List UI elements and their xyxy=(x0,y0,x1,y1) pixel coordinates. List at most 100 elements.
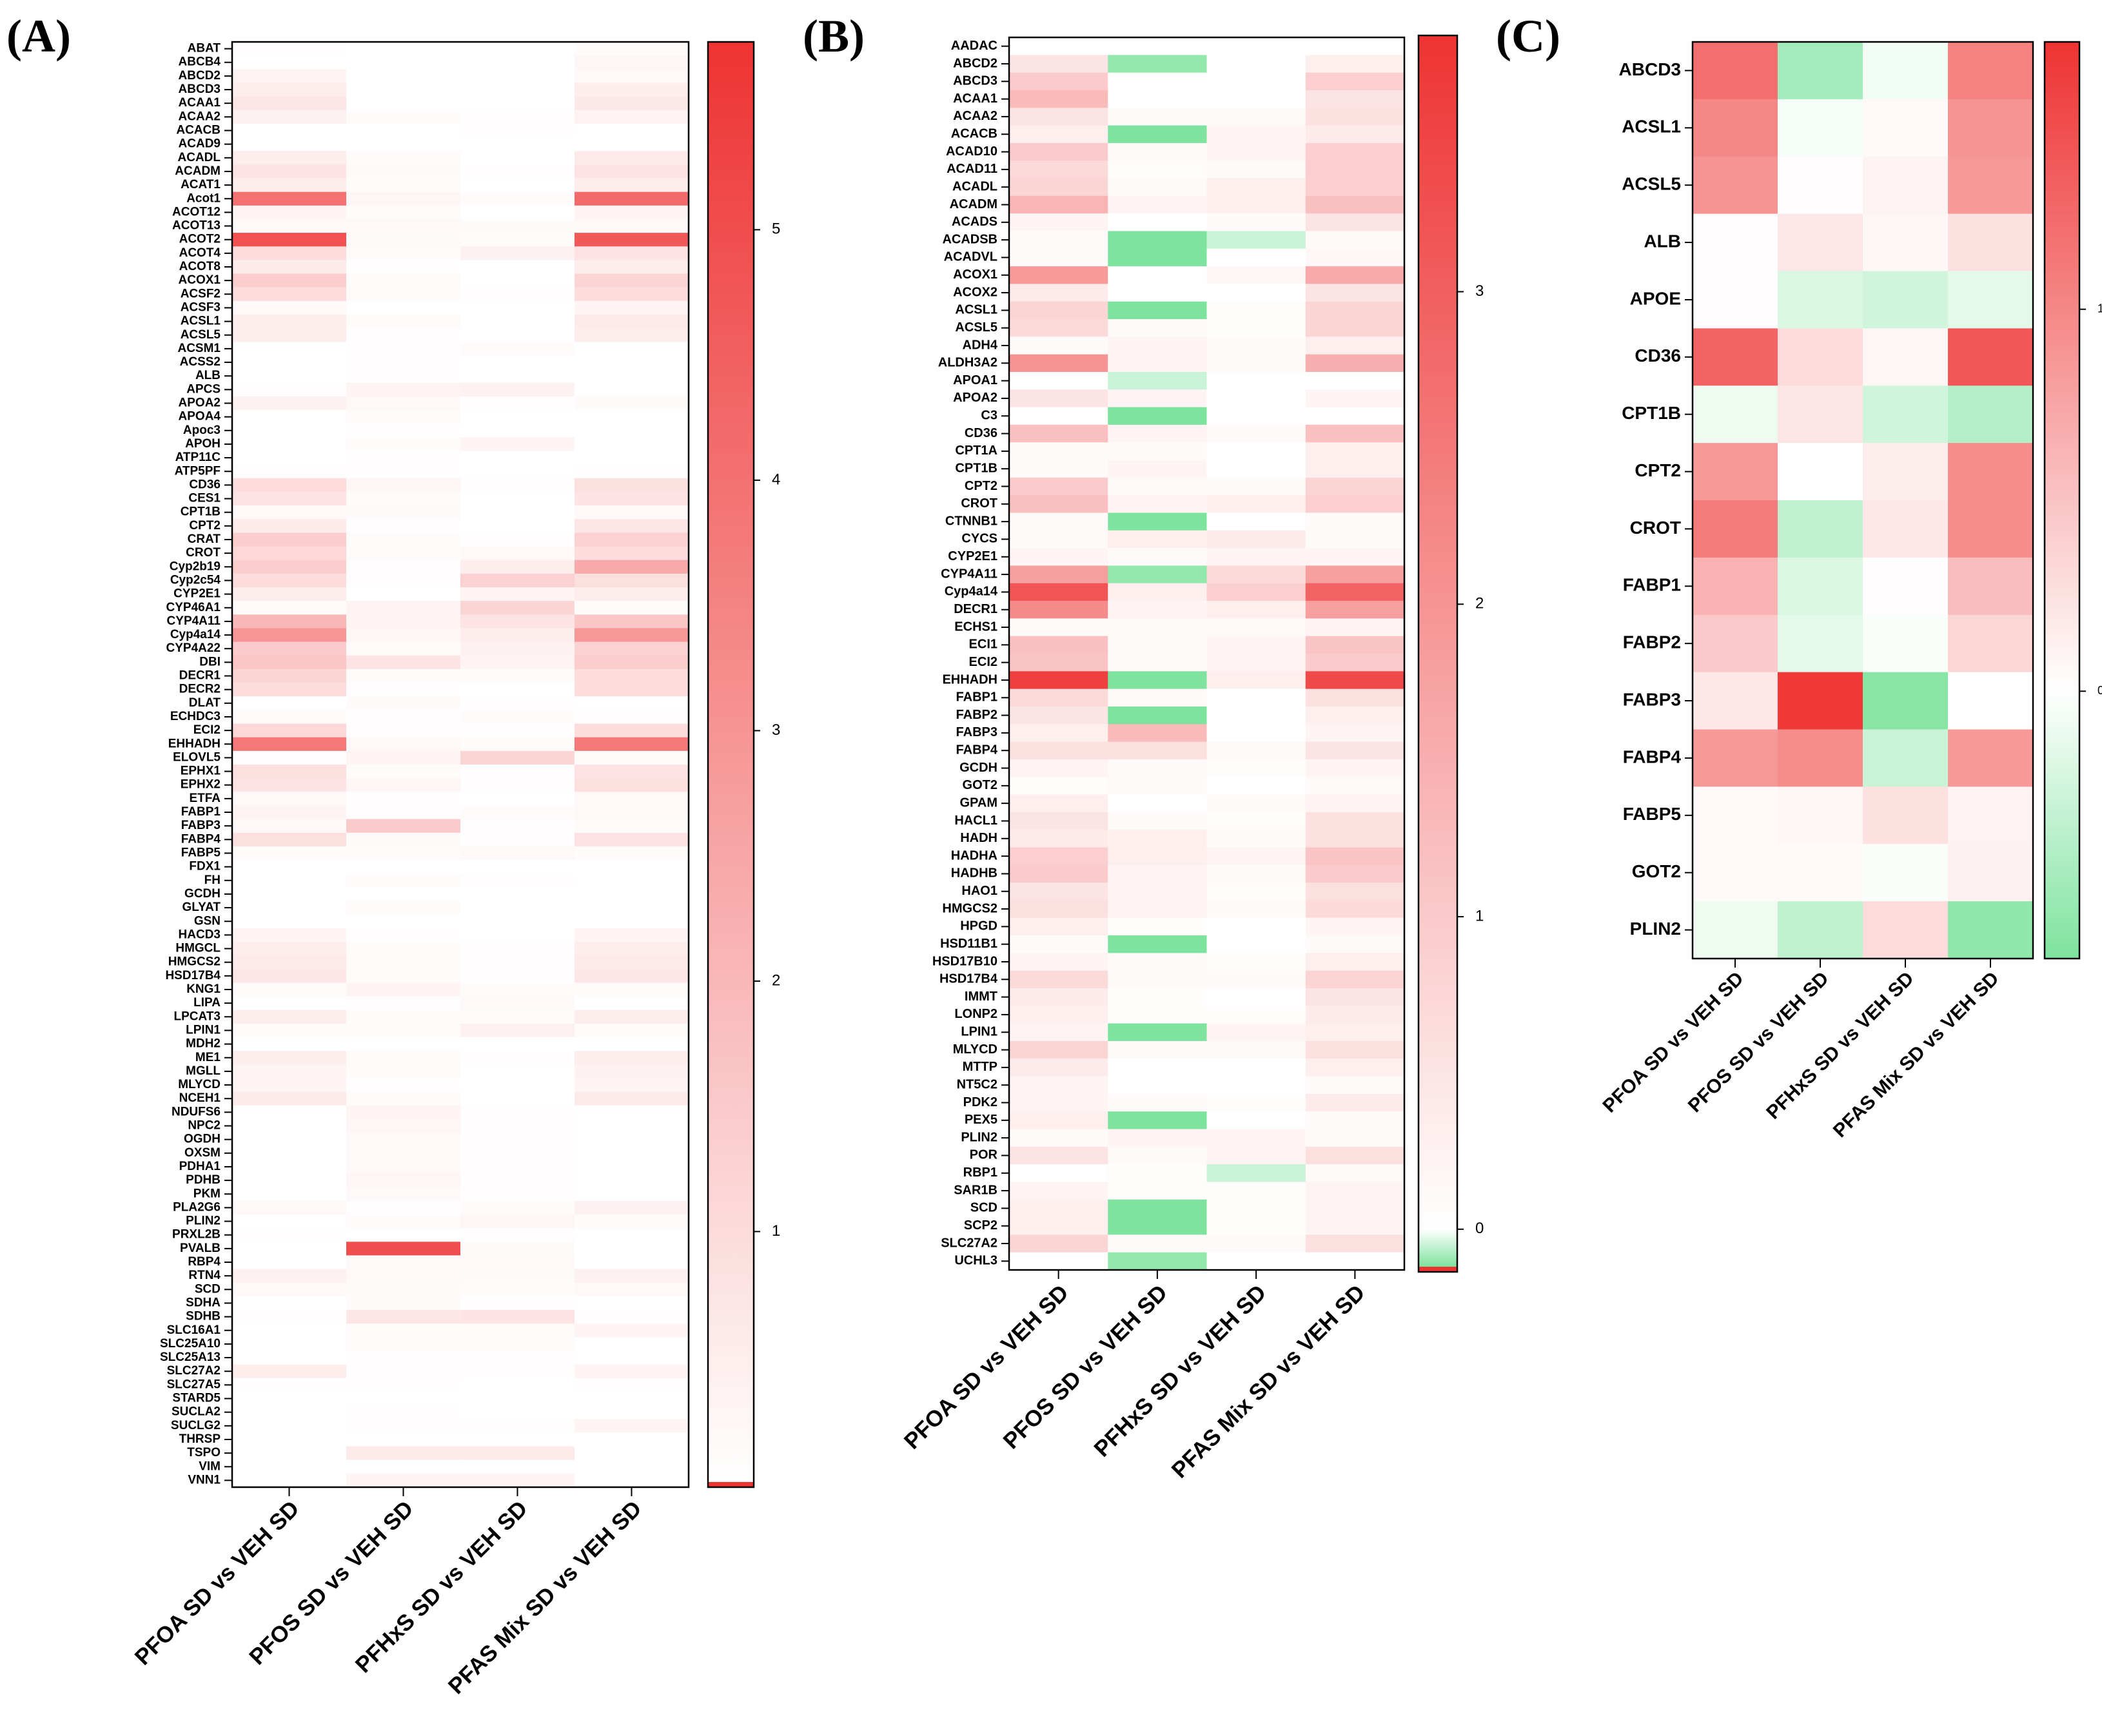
row-label: SAR1B xyxy=(954,1183,997,1197)
row-label: DECR1 xyxy=(954,602,997,616)
heatmap-cell xyxy=(1108,777,1208,795)
heatmap-cell xyxy=(1305,548,1405,567)
heatmap-cell xyxy=(1009,794,1108,813)
heatmap-cell xyxy=(232,273,347,288)
heatmap-cell xyxy=(575,164,689,179)
row-label: PDHB xyxy=(186,1173,221,1187)
heatmap-cell xyxy=(346,668,461,683)
heatmap-cell xyxy=(1305,1199,1405,1218)
heatmap-cell xyxy=(232,178,347,193)
heatmap-cell xyxy=(1009,407,1108,425)
heatmap-panel-b: AADAC ABCD2 ABCD3 ACAA1 ACAA2 ACACB ACAD10 ACAD… xyxy=(899,34,1484,1483)
heatmap-cell xyxy=(346,846,461,861)
row-label: GSN xyxy=(194,914,221,928)
heatmap-cell xyxy=(346,287,461,302)
row-label: LONP2 xyxy=(954,1007,997,1021)
heatmap-cell xyxy=(232,750,347,765)
heatmap-cell xyxy=(1305,354,1405,373)
heatmap-cell xyxy=(232,1269,347,1283)
heatmap-cell xyxy=(1009,336,1108,355)
row-label: MGLL xyxy=(186,1064,221,1078)
heatmap-cell xyxy=(346,491,461,506)
row-label: CPT2 xyxy=(965,479,997,493)
heatmap-cell xyxy=(1009,864,1108,883)
heatmap-cell xyxy=(1009,671,1108,690)
heatmap-cell xyxy=(1693,42,1778,100)
row-label: DLAT xyxy=(189,696,221,710)
row-label: APOA4 xyxy=(179,410,221,424)
heatmap-cell xyxy=(346,219,461,233)
heatmap-cell xyxy=(460,614,575,629)
heatmap-cell xyxy=(1009,970,1108,989)
row-label: ACSL1 xyxy=(1622,117,1681,137)
heatmap-cell xyxy=(1948,901,2034,959)
heatmap-cell xyxy=(1305,654,1405,672)
heatmap-cell xyxy=(1206,688,1306,707)
heatmap-cell xyxy=(460,1133,575,1147)
row-label: FABP2 xyxy=(956,708,997,722)
heatmap-cell xyxy=(1108,1182,1208,1200)
row-label: CROT xyxy=(961,496,997,511)
heatmap-cell xyxy=(1693,901,1778,959)
heatmap-cell xyxy=(1863,844,1949,902)
heatmap-cell xyxy=(346,887,461,902)
heatmap-cell xyxy=(1206,988,1306,1006)
row-label: CPT1A xyxy=(955,444,997,458)
heatmap-cell xyxy=(346,573,461,588)
colorbar-frame xyxy=(707,41,755,1488)
heatmap-cell xyxy=(346,1296,461,1311)
colorbar-frame xyxy=(1417,34,1459,1273)
heatmap-cell xyxy=(1108,654,1208,672)
heatmap-cell xyxy=(1206,1076,1306,1095)
heatmap-cell xyxy=(346,1459,461,1474)
panel-letter-c: (C) xyxy=(1496,10,1560,62)
heatmap-cell xyxy=(575,1173,689,1188)
heatmap-cell xyxy=(346,1009,461,1024)
heatmap-cell xyxy=(575,300,689,315)
row-label: APOA2 xyxy=(179,396,221,410)
row-label: PEX5 xyxy=(965,1113,997,1127)
heatmap-cell xyxy=(1305,460,1405,478)
heatmap-cell xyxy=(575,1432,689,1447)
heatmap-cell xyxy=(346,1364,461,1379)
heatmap-cell xyxy=(1305,883,1405,901)
heatmap-cell xyxy=(232,996,347,1011)
row-label: HADH xyxy=(960,831,997,845)
heatmap-cell xyxy=(1305,565,1405,584)
row-label: ACADL xyxy=(178,151,221,164)
heatmap-cell xyxy=(232,151,347,165)
heatmap-cell xyxy=(1305,830,1405,848)
heatmap-cell xyxy=(232,560,347,574)
row-label: TSPO xyxy=(187,1446,221,1459)
heatmap-cell xyxy=(232,601,347,615)
row-label: ACOT12 xyxy=(172,205,221,219)
row-label: CYP4A11 xyxy=(167,614,221,628)
colorbar-tick-label: 1 xyxy=(2097,302,2102,315)
heatmap-cell xyxy=(460,246,575,261)
row-label: FABP3 xyxy=(956,725,997,739)
heatmap-cell xyxy=(1305,213,1405,232)
heatmap-cell xyxy=(232,969,347,984)
heatmap-cell xyxy=(575,1296,689,1311)
heatmap-panel-c: ABCD3 ACSL1 ACSL5 ALB APOE CD36 CPT1B CPT2 CROT F… xyxy=(1598,41,2102,1142)
heatmap-cell xyxy=(1778,443,1863,501)
row-label: HMGCL xyxy=(175,942,221,955)
heatmap-cell xyxy=(1206,1040,1306,1059)
heatmap-cell xyxy=(346,1391,461,1406)
heatmap-cell xyxy=(1206,442,1306,461)
heatmap-cell xyxy=(1108,1129,1208,1147)
row-label: SUCLA2 xyxy=(172,1405,221,1419)
heatmap-cell xyxy=(1108,495,1208,514)
heatmap-cell xyxy=(232,1187,347,1202)
heatmap-cell xyxy=(1206,1111,1306,1130)
colorbar-gradient xyxy=(1419,35,1457,1267)
heatmap-cell xyxy=(1206,1217,1306,1235)
heatmap-cell xyxy=(575,123,689,138)
heatmap-cell xyxy=(232,191,347,206)
heatmap-cell xyxy=(1305,161,1405,179)
heatmap-cell xyxy=(575,437,689,452)
heatmap-cell xyxy=(575,205,689,220)
heatmap-cell xyxy=(575,996,689,1011)
heatmap-cell xyxy=(232,655,347,670)
heatmap-cell xyxy=(460,1064,575,1079)
